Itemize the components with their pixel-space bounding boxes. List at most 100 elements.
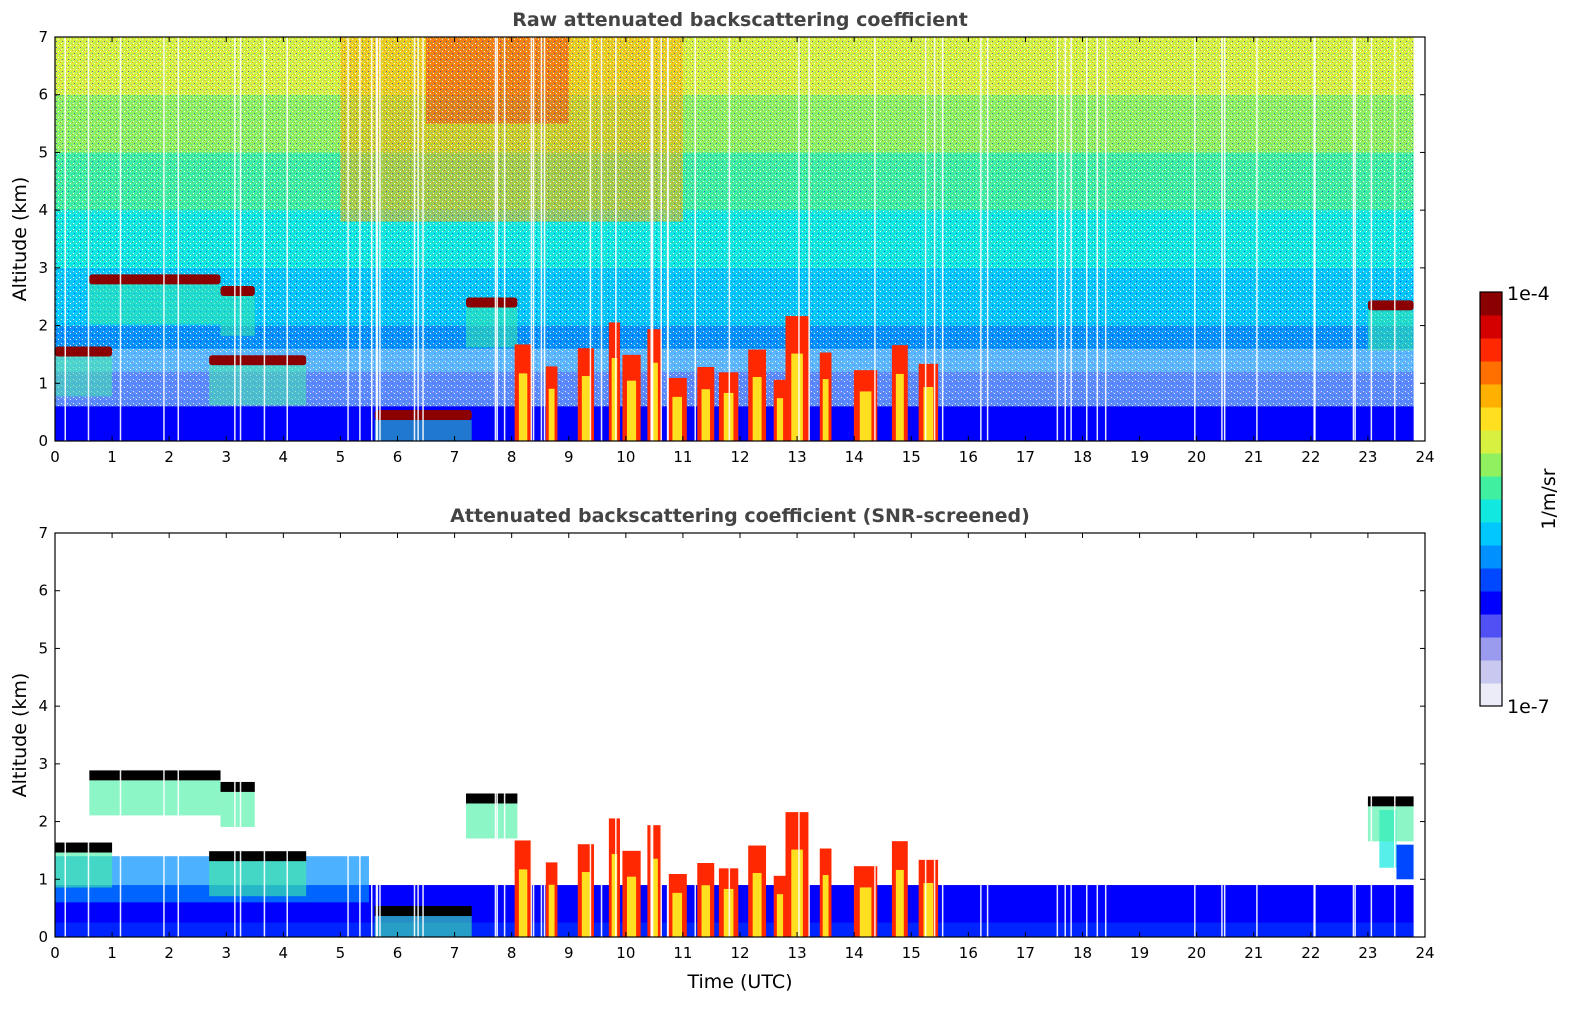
cloud-virga xyxy=(1367,310,1414,351)
x-tick-label: 20 xyxy=(1187,944,1206,962)
x-tick-label: 6 xyxy=(393,944,403,962)
x-tick-label: 24 xyxy=(1415,944,1434,962)
convective-core xyxy=(776,398,784,441)
cloud-virga xyxy=(220,791,255,827)
data-gap xyxy=(1221,533,1223,937)
cloud-layer xyxy=(55,346,113,357)
data-gap xyxy=(798,37,800,441)
data-gap xyxy=(379,37,381,441)
data-gap xyxy=(986,533,989,937)
data-gap xyxy=(263,37,266,441)
data-gap xyxy=(1064,533,1066,937)
convective-core xyxy=(611,357,618,441)
screened-y-axis-label: Altitude (km) xyxy=(9,673,31,798)
convective-core xyxy=(701,389,710,441)
convective-core xyxy=(672,892,683,937)
data-gap xyxy=(375,533,378,937)
colorbar-band xyxy=(1480,315,1502,339)
x-tick-label: 7 xyxy=(450,944,460,962)
convective-core xyxy=(626,876,637,937)
data-gap xyxy=(808,37,810,441)
x-tick-label: 12 xyxy=(730,944,749,962)
data-gap xyxy=(532,533,535,937)
data-gap xyxy=(532,37,535,441)
convective-core xyxy=(791,353,803,441)
x-tick-label: 19 xyxy=(1130,944,1149,962)
data-gap xyxy=(1064,37,1066,441)
cloud-layer xyxy=(1367,796,1414,807)
data-gap xyxy=(589,37,592,441)
cloud-virga xyxy=(209,861,307,897)
colorbar-min-label: 1e-7 xyxy=(1507,696,1550,718)
x-tick-label: 2 xyxy=(164,944,174,962)
convective-core xyxy=(822,379,829,441)
data-gap xyxy=(667,37,669,441)
data-gap xyxy=(660,533,662,937)
data-gap xyxy=(119,533,122,937)
convective-core xyxy=(672,396,683,441)
data-gap xyxy=(667,533,669,937)
x-tick-label: 13 xyxy=(788,944,807,962)
colorbar-band xyxy=(1480,476,1502,500)
convective-core xyxy=(650,858,658,937)
data-gap xyxy=(543,533,546,937)
data-gap xyxy=(1070,533,1072,937)
data-gap xyxy=(1086,37,1088,441)
data-gap xyxy=(650,37,652,441)
data-gap xyxy=(1096,37,1099,441)
data-gap xyxy=(417,37,419,441)
convective-core xyxy=(923,882,934,937)
raw-y-axis: 0 1 2 3 4 5 6 7 xyxy=(38,28,1425,450)
y-tick-label: 2 xyxy=(38,317,48,335)
colorbar-max-label: 1e-4 xyxy=(1507,283,1550,305)
data-gap xyxy=(286,533,288,937)
data-gap xyxy=(503,37,506,441)
convective-core xyxy=(548,884,555,937)
cloud-virga xyxy=(89,780,221,816)
x-tick-label: 6 xyxy=(393,448,403,466)
colorbar-band xyxy=(1480,384,1502,408)
colorbar-band xyxy=(1480,545,1502,569)
convective-core xyxy=(581,872,590,937)
data-gap xyxy=(370,533,373,937)
data-gap xyxy=(650,533,652,937)
data-gap xyxy=(359,533,361,937)
x-tick-label: 19 xyxy=(1130,448,1149,466)
y-tick-label: 2 xyxy=(38,813,48,831)
data-gap xyxy=(496,37,498,441)
colorbar: 1e-4 1e-7 1/m/sr xyxy=(1479,283,1560,718)
data-gap xyxy=(239,37,242,441)
colorbar-frame xyxy=(1479,291,1503,707)
x-tick-label: 20 xyxy=(1187,448,1206,466)
data-gap xyxy=(64,533,67,937)
cloud-layer xyxy=(209,355,307,366)
x-tick-label: 21 xyxy=(1244,944,1263,962)
cloud-virga xyxy=(466,803,518,839)
data-gap xyxy=(600,533,603,937)
y-tick-label: 0 xyxy=(38,928,48,946)
cloud-virga xyxy=(209,365,307,406)
data-gap xyxy=(422,533,424,937)
colorbar-band xyxy=(1480,430,1502,454)
x-tick-label: 18 xyxy=(1073,448,1092,466)
data-gap xyxy=(651,533,654,937)
colorbar-unit-label: 1/m/sr xyxy=(1538,468,1560,529)
data-gap xyxy=(1352,37,1355,441)
x-tick-label: 3 xyxy=(221,448,231,466)
cloud-virga xyxy=(1367,806,1414,842)
data-gap xyxy=(1314,37,1316,441)
data-gap xyxy=(379,533,381,937)
colorbar-band xyxy=(1480,568,1502,592)
x-tick-label: 3 xyxy=(221,944,231,962)
colorbar-band xyxy=(1480,522,1502,546)
data-gap xyxy=(1313,37,1315,441)
colorbar-band xyxy=(1480,453,1502,477)
data-gap xyxy=(1194,533,1196,937)
data-gap xyxy=(728,533,731,937)
data-gap xyxy=(347,37,349,441)
y-tick-label: 4 xyxy=(38,697,48,715)
cloud-layer xyxy=(466,297,518,308)
x-tick-label: 16 xyxy=(959,448,978,466)
panel-title-screened: Attenuated backscattering coefficient (S… xyxy=(450,505,1030,527)
